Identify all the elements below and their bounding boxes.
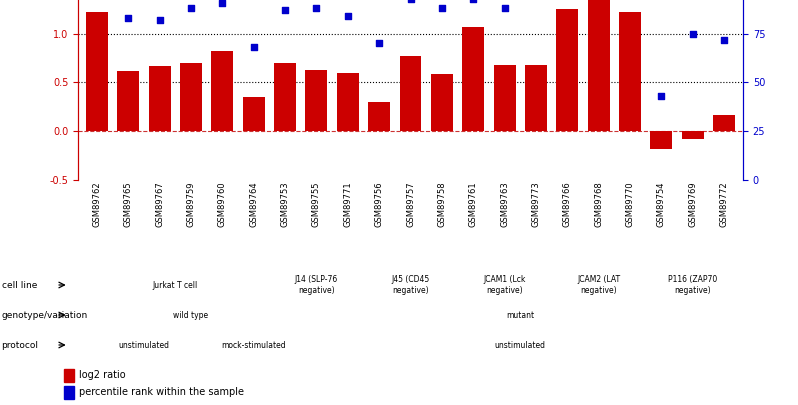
- Point: [184, 5, 197, 12]
- Point: [342, 13, 354, 19]
- Point: [717, 36, 730, 43]
- Text: cell line: cell line: [2, 281, 37, 290]
- Bar: [494, 65, 516, 131]
- Bar: [368, 102, 390, 131]
- Point: [655, 93, 668, 99]
- Bar: [556, 9, 579, 131]
- Bar: [180, 63, 202, 131]
- Point: [153, 17, 166, 23]
- Bar: [64, 386, 74, 399]
- Text: J45 (CD45
negative): J45 (CD45 negative): [391, 275, 429, 295]
- Text: unstimulated: unstimulated: [495, 341, 546, 350]
- Text: wild type: wild type: [173, 311, 208, 320]
- Point: [122, 15, 135, 21]
- Text: mutant: mutant: [506, 311, 535, 320]
- Text: P116 (ZAP70
negative): P116 (ZAP70 negative): [668, 275, 717, 295]
- Bar: [400, 56, 421, 131]
- Bar: [64, 369, 74, 382]
- Text: JCAM1 (Lck
negative): JCAM1 (Lck negative): [484, 275, 526, 295]
- Bar: [337, 73, 359, 131]
- Bar: [117, 71, 139, 131]
- Text: log2 ratio: log2 ratio: [79, 371, 125, 380]
- Bar: [274, 63, 296, 131]
- Bar: [619, 12, 641, 131]
- Bar: [462, 27, 484, 131]
- Bar: [86, 12, 108, 131]
- Bar: [148, 66, 171, 131]
- Text: JCAM2 (LAT
negative): JCAM2 (LAT negative): [577, 275, 620, 295]
- Bar: [681, 131, 704, 139]
- Bar: [525, 65, 547, 131]
- Point: [310, 5, 322, 12]
- Text: mock-stimulated: mock-stimulated: [221, 341, 286, 350]
- Point: [498, 5, 511, 12]
- Point: [436, 5, 448, 12]
- Point: [279, 7, 291, 14]
- Text: percentile rank within the sample: percentile rank within the sample: [79, 387, 243, 397]
- Point: [247, 44, 260, 51]
- Text: unstimulated: unstimulated: [118, 341, 169, 350]
- Text: J14 (SLP-76
negative): J14 (SLP-76 negative): [294, 275, 338, 295]
- Bar: [713, 115, 735, 131]
- Text: Jurkat T cell: Jurkat T cell: [152, 281, 198, 290]
- Point: [216, 0, 229, 6]
- Point: [467, 0, 480, 2]
- Text: genotype/variation: genotype/variation: [2, 311, 88, 320]
- Bar: [243, 97, 265, 131]
- Bar: [431, 74, 452, 131]
- Bar: [211, 51, 233, 131]
- Bar: [306, 70, 327, 131]
- Point: [686, 30, 699, 37]
- Bar: [588, 0, 610, 131]
- Point: [373, 40, 385, 47]
- Bar: [650, 131, 673, 149]
- Text: protocol: protocol: [2, 341, 38, 350]
- Point: [404, 0, 417, 2]
